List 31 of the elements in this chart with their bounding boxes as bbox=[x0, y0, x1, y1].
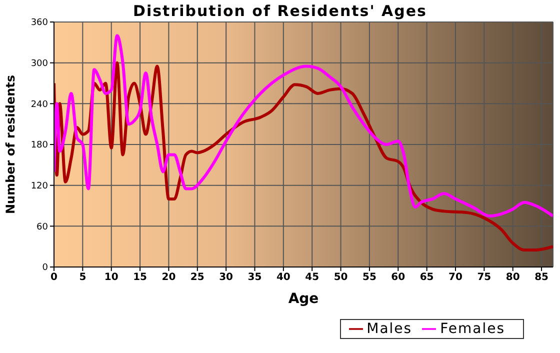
x-tick-label: 85 bbox=[534, 272, 549, 284]
x-tick-label: 20 bbox=[162, 272, 176, 284]
legend-label: Females bbox=[440, 321, 505, 337]
y-tick-label: 60 bbox=[36, 222, 48, 232]
x-tick-label: 0 bbox=[50, 272, 58, 284]
x-tick-label: 5 bbox=[79, 272, 86, 284]
x-tick-label: 50 bbox=[334, 272, 348, 284]
y-tick-label: 300 bbox=[30, 59, 48, 70]
x-tick-label: 15 bbox=[133, 272, 148, 284]
x-tick-label: 30 bbox=[219, 272, 234, 284]
x-tick-label: 75 bbox=[477, 272, 492, 284]
y-axis-title: Number of residents bbox=[3, 74, 18, 214]
y-tick-label: 0 bbox=[42, 263, 48, 274]
line-series bbox=[54, 34, 553, 218]
y-tick-label: 240 bbox=[30, 100, 48, 110]
x-tick-label: 25 bbox=[190, 272, 204, 284]
y-tick-label: 120 bbox=[30, 182, 48, 192]
x-axis-title: Age bbox=[288, 290, 319, 307]
y-tick-label: 180 bbox=[30, 140, 48, 151]
x-tick-label: 40 bbox=[276, 272, 290, 284]
x-tick-label: 35 bbox=[248, 272, 262, 284]
x-tick-label: 65 bbox=[420, 272, 434, 284]
y-tick-label: 360 bbox=[30, 18, 48, 28]
x-tick-label: 80 bbox=[506, 272, 520, 284]
x-tick-label: 60 bbox=[391, 272, 406, 284]
chart-title: Distribution of Residents' Ages bbox=[133, 2, 427, 20]
x-tick-label: 55 bbox=[362, 272, 376, 284]
x-tick-label: 45 bbox=[305, 272, 320, 284]
legend-label: Males bbox=[366, 321, 412, 337]
x-tick-label: 10 bbox=[104, 272, 118, 284]
x-tick-label: 70 bbox=[448, 272, 462, 284]
